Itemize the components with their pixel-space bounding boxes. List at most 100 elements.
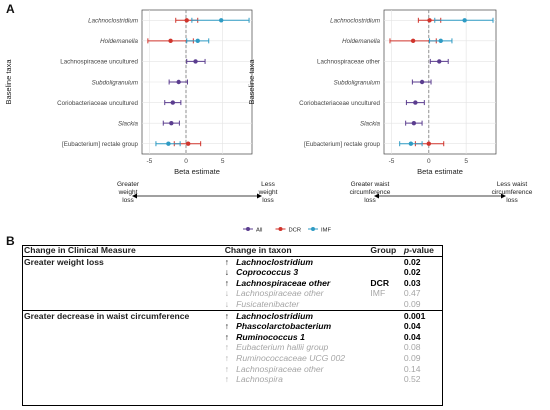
arrow-down-icon: ↓ [224, 288, 230, 299]
plot2-all-point [437, 59, 442, 64]
plot1-dcr-point [184, 18, 189, 23]
table-row: ↓ Fusicatenibacter 0.09 [22, 299, 443, 310]
taxon-cell: ↑ Lachnoclostridium [222, 309, 369, 322]
table-row: ↑ Ruminococcus 1 0.04 [22, 332, 443, 343]
taxon-cell: ↑ Lachnospira [223, 374, 369, 385]
plot2-direction-right-label-line: circumference [492, 189, 533, 196]
p-value-cell: 0.52 [403, 374, 421, 385]
taxon-name: Lachnospira [236, 374, 283, 385]
taxon-name: Fusicatenibacter [236, 298, 300, 309]
taxon-name: Lachnoclostridium [236, 256, 313, 267]
legend-dcr-label: DCR [289, 227, 302, 233]
arrow-up-icon: ↑ [224, 321, 230, 332]
plot2-category-label: [Eubacterium] rectale group [304, 141, 381, 148]
table-row: ↓ Lachnospiraceae other IMF 0.47 [22, 288, 443, 299]
plot1-all-point [169, 120, 174, 126]
plot1-imf-point [195, 38, 200, 44]
arrow-up-icon: ↑ [224, 342, 230, 353]
group-cell [368, 267, 401, 278]
group-cell: DCR [370, 277, 390, 288]
taxon-cell: ↓ Fusicatenibacter [223, 299, 369, 310]
plot1-category-label: Lachnospiraceae uncultured [60, 59, 138, 66]
taxon-cell: ↑ Lachnospiraceae other [223, 278, 369, 289]
taxon-cell: ↑ Lachnoclostridium [222, 255, 369, 268]
arrow-down-icon: ↓ [224, 267, 230, 278]
table-row: ↑ Lachnospiraceae other 0.14 [22, 364, 443, 375]
clinical-measure-cell [22, 353, 223, 364]
group-cell [368, 374, 401, 385]
legend-imf-marker [311, 227, 315, 231]
p-value-cell: 0.09 [403, 298, 421, 309]
plot1-dcr-point [186, 141, 191, 146]
table-row: ↓ Coprococcus 3 0.02 [22, 267, 443, 278]
plot1-imf-point [219, 18, 224, 23]
taxon-name: Lachnospiraceae other [236, 363, 324, 374]
plot2-category-label: Holdemanella [342, 38, 380, 45]
plot2-all-point [411, 120, 417, 126]
arrow-down-icon: ↓ [224, 298, 230, 309]
group-cell [368, 364, 401, 375]
p-value-cell: 0.47 [403, 288, 421, 299]
panel-a: A Lachnoclostridium Holdemanella Lachnospi… [4, 2, 533, 233]
taxon-cell: ↑ Eubacterium hallii group [223, 342, 369, 353]
group-cell [368, 342, 401, 353]
arrow-up-icon: ↑ [224, 277, 230, 288]
plot2-direction-left-label: Greater waist circumference loss [350, 181, 391, 204]
clinical-measure-cell [22, 374, 223, 385]
taxon-name: Ruminococcaceae UCG 002 [236, 352, 346, 363]
clinical-measure-cell [22, 342, 223, 353]
panel-b: B Change in Clinical Measure Change in t… [0, 234, 550, 410]
table-row: ↑ Lachnospira 0.52 [22, 374, 443, 385]
plot1-category-label: [Eubacterium] rectale group [62, 141, 139, 148]
plot1-dcr-point [168, 38, 173, 44]
plot2-imf-point [462, 18, 467, 23]
plot1-direction-arrow-left-head [132, 193, 137, 199]
plot2-direction-arrow-right-head [501, 193, 506, 199]
p-value-cell: 0.14 [403, 363, 421, 374]
clinical-measure-cell [22, 267, 223, 278]
table-row: Greater weight loss ↑ Lachnoclostridium 0.… [22, 255, 443, 268]
taxon-cell: ↓ Lachnospiraceae other [223, 288, 369, 299]
plot2-category-label: Lachnoclostridium [330, 18, 380, 25]
legend-all-marker [246, 227, 250, 231]
arrow-up-icon: ↑ [224, 331, 230, 342]
taxon-cell: ↑ Ruminococcaceae UCG 002 [223, 353, 369, 364]
taxon-name: Lachnospiraceae other [236, 277, 331, 288]
group-cell: IMF [370, 288, 386, 299]
plot2-direction-right-label: Less waist circumference loss [492, 181, 533, 204]
header-p-suffix: -value [409, 245, 434, 255]
plot2-all-point [413, 100, 418, 105]
plot2-direction-right-label-line: loss [506, 197, 518, 204]
results-table: Change in Clinical Measure Change in tax… [22, 245, 443, 385]
header-clinical-measure: Change in Clinical Measure [22, 245, 223, 257]
plot1-direction-arrow-right-head [257, 193, 262, 199]
taxon-name: Lachnospiraceae other [236, 288, 324, 299]
plot2-category-label: Coriobacteriaceae uncultured [299, 100, 380, 107]
plot1-direction-right-label-line: weight [258, 189, 278, 196]
taxon-cell: ↑ Ruminococcus 1 [223, 332, 369, 343]
p-value-cell: 0.02 [401, 255, 443, 268]
p-value-cell: 0.04 [403, 321, 421, 332]
p-value-cell: 0.001 [401, 309, 443, 322]
p-value-cell: 0.02 [403, 267, 421, 278]
plot1-category-label: Subdoligranulum [92, 79, 138, 86]
plot2-direction-left-label-line: circumference [350, 189, 391, 196]
group-cell [368, 255, 402, 268]
plot1-all-point [193, 59, 198, 64]
table-row: Greater decrease in waist circumference ↑… [22, 309, 443, 322]
taxon-cell: ↑ Lachnospiraceae other [223, 364, 369, 375]
plot1-direction-left-label: Greater weight loss [117, 181, 140, 204]
plot1-imf-point [166, 141, 171, 146]
clinical-measure-cell [22, 278, 223, 289]
legend-all-label: All [256, 227, 262, 233]
arrow-up-icon: ↑ [224, 310, 230, 321]
plot2-imf-point [408, 141, 414, 146]
plot2-y-axis-title: Baseline taxa [247, 59, 256, 105]
plot1-direction-right-label-line: loss [262, 197, 274, 204]
plot1-all-point [170, 100, 175, 105]
taxon-name: Eubacterium hallii group [236, 342, 329, 353]
arrow-up-icon: ↑ [224, 256, 230, 267]
forest-plots: Lachnoclostridium Holdemanella Lachnospira… [4, 9, 533, 233]
plot2-x-axis-title: Beta estimate [417, 167, 463, 176]
arrow-up-icon: ↑ [224, 352, 230, 363]
